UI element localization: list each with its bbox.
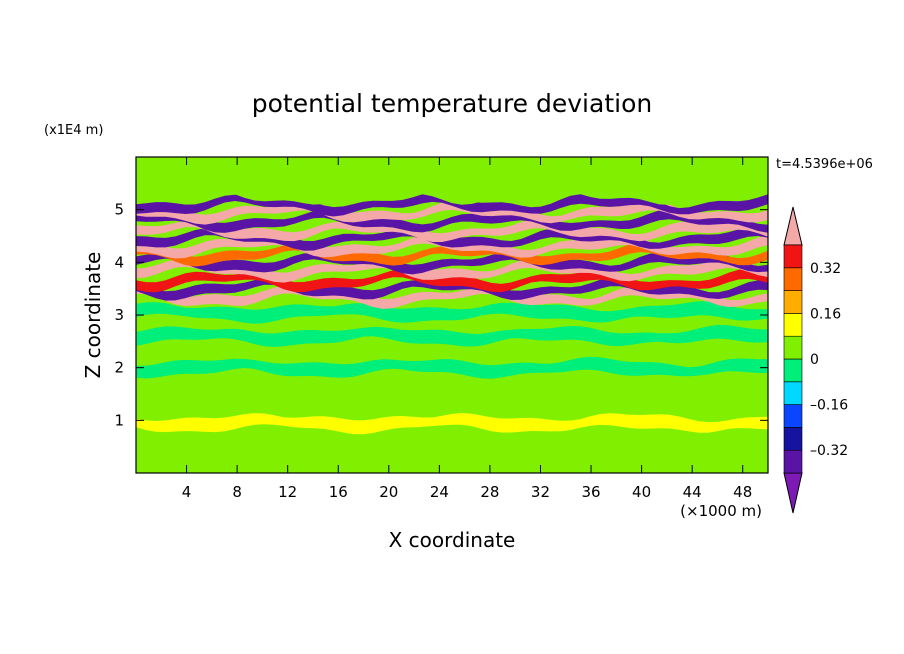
y-tick-label: 3 <box>114 306 124 324</box>
colorbar-tick-label: –0.16 <box>810 398 848 414</box>
heatmap-band <box>136 413 768 435</box>
colorbar-segment <box>783 358 803 383</box>
colorbar-segment <box>783 427 803 451</box>
colorbar: 0.32 0.16 0 –0.16 –0.32 <box>783 206 848 514</box>
colorbar-tick-label: 0 <box>810 352 819 368</box>
y-tick-label: 5 <box>114 201 124 219</box>
heatmap-area <box>136 157 768 473</box>
x-unit-label: (×1000 m) <box>680 502 762 520</box>
colorbar-segment <box>783 244 803 269</box>
y-tick-label: 2 <box>114 359 124 377</box>
x-tick-label: 28 <box>480 483 499 501</box>
time-label: t=4.5396e+06 <box>776 157 873 172</box>
x-axis: 4 8 12 16 20 24 28 32 36 40 44 48 <box>182 157 752 501</box>
colorbar-segment <box>783 404 803 428</box>
x-axis-label: X coordinate <box>389 528 516 552</box>
colorbar-max-triangle <box>783 206 803 246</box>
heatmap-band <box>136 209 768 233</box>
colorbar-tick-label: 0.16 <box>810 306 841 322</box>
colorbar-segment <box>783 381 803 405</box>
colorbar-tick-label: 0.32 <box>810 261 841 277</box>
colorbar-min-triangle <box>783 472 803 514</box>
x-tick-label: 8 <box>232 483 242 501</box>
heatmap-band <box>136 181 768 205</box>
y-axis-label: Z coordinate <box>81 252 105 379</box>
y-tick-label: 4 <box>114 253 124 271</box>
heatmap-band <box>136 276 768 301</box>
heatmap-band <box>136 356 768 379</box>
x-tick-label: 48 <box>733 483 752 501</box>
colorbar-segment <box>783 449 803 474</box>
heatmap-band <box>136 324 768 347</box>
x-tick-label: 32 <box>531 483 550 501</box>
x-tick-label: 44 <box>683 483 702 501</box>
colorbar-segment <box>783 313 803 337</box>
heatmap-band <box>136 250 768 275</box>
y-tick-label: 1 <box>114 411 124 429</box>
y-axis: 1 2 3 4 5 <box>114 201 768 429</box>
x-tick-label: 24 <box>430 483 449 501</box>
x-tick-label: 12 <box>278 483 297 501</box>
colorbar-segment <box>783 290 803 314</box>
x-tick-label: 36 <box>581 483 600 501</box>
x-tick-label: 16 <box>329 483 348 501</box>
x-tick-label: 40 <box>632 483 651 501</box>
colorbar-segment <box>783 335 803 360</box>
heatmap-band <box>136 218 768 242</box>
heatmap-band <box>136 258 768 283</box>
x-tick-label: 20 <box>379 483 398 501</box>
y-unit-label: (x1E4 m) <box>44 123 103 138</box>
x-tick-label: 4 <box>182 483 192 501</box>
chart-title: potential temperature deviation <box>252 89 652 118</box>
colorbar-tick-label: –0.32 <box>810 443 848 459</box>
colorbar-segment <box>783 267 803 291</box>
heatmap-band <box>136 301 768 324</box>
